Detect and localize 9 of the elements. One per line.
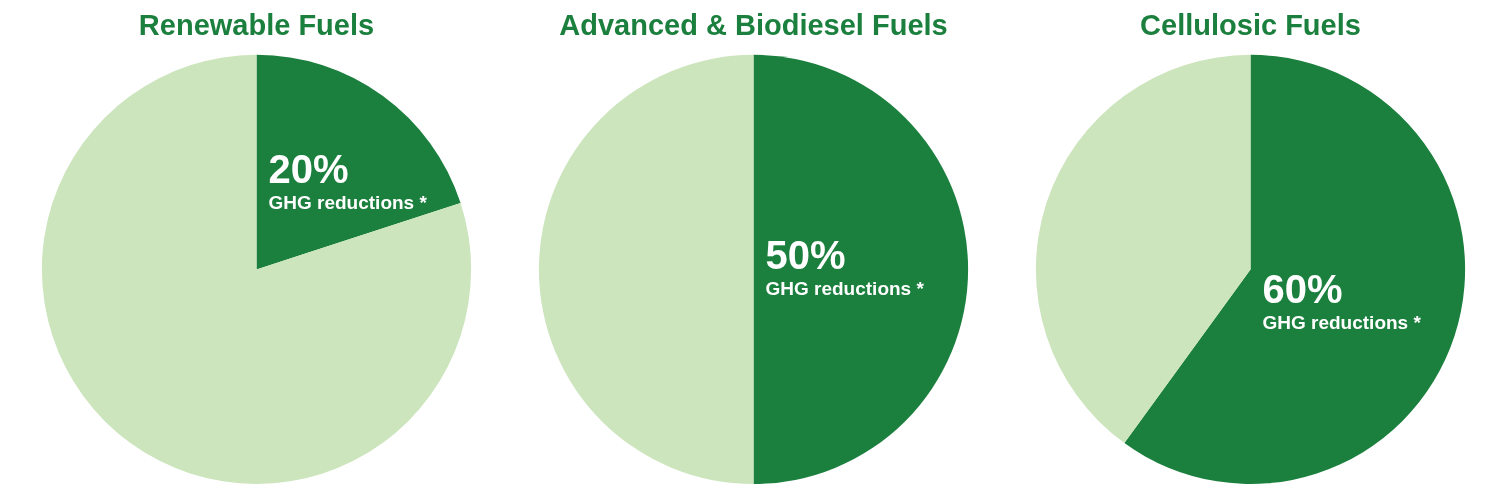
data-label: 60% [1262, 266, 1343, 311]
data-label: 20% [268, 146, 349, 191]
slice-label: GHG reductions * [268, 191, 428, 213]
chart-title: Advanced & Biodiesel Fuels [559, 9, 948, 42]
data-label: 50% [765, 233, 846, 278]
slice-label: GHG reductions * [1262, 311, 1422, 333]
chart-title: Cellulosic Fuels [1140, 9, 1361, 42]
slice-label: GHG reductions * [765, 278, 925, 300]
chart-title: Renewable Fuels [138, 9, 375, 42]
